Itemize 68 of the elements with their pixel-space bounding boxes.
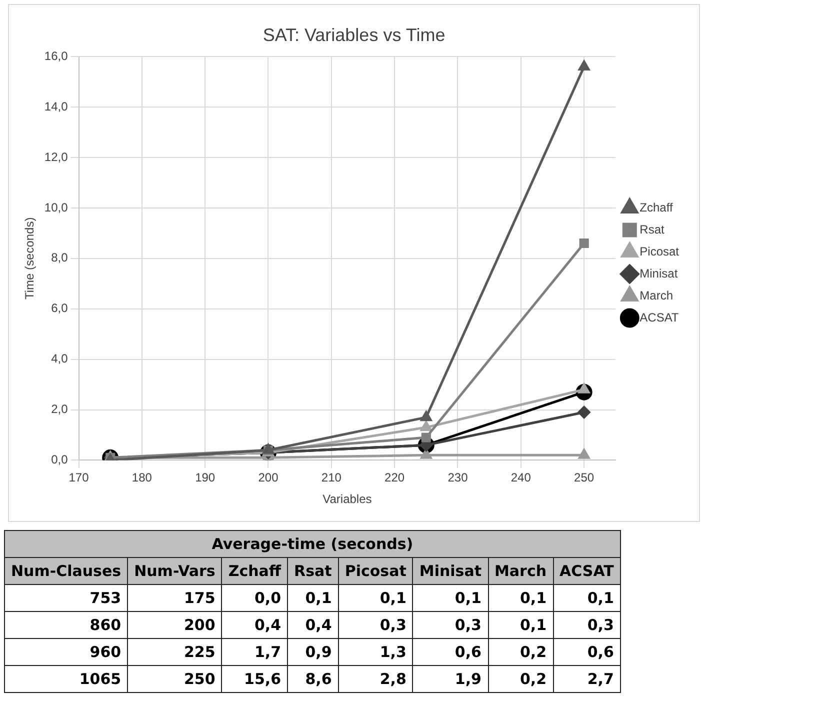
category-label: Picosat [338,558,413,584]
text: 0,9 [288,638,338,666]
text: 0,1 [488,612,554,638]
category-label: March [488,558,554,584]
x-tick-label: 190 [195,470,216,485]
legend-label: Zchaff [640,200,674,214]
text: 0,3 [338,612,413,638]
y-tick-label: 12,0 [44,150,68,164]
text: 0,3 [553,612,620,638]
x-tick-label: 180 [132,470,152,485]
y-tick-label: 14,0 [44,99,68,114]
text: 0,2 [488,638,554,666]
x-tick-label: 250 [574,470,594,485]
x-tick-label: 200 [258,470,279,485]
x-tick-label: 230 [448,470,468,485]
text: 960 [4,638,128,666]
x-tick-label: 240 [510,470,532,485]
legend-label: ACSAT [640,310,680,324]
text: 225 [128,638,222,666]
y-tick-label: 4,0 [51,352,68,366]
text: 175 [128,584,222,612]
category-label: Zchaff [222,558,288,584]
y-tick-label: 6,0 [51,301,68,316]
y-axis-title: Time (seconds) [22,217,37,300]
text: 0,6 [553,638,620,666]
y-tick-label: 0,0 [51,452,68,467]
text: 2,7 [553,666,620,692]
y-tick-label: 8,0 [51,250,68,265]
legend-label: Picosat [640,244,680,258]
y-tick-label: 10,0 [44,200,68,214]
x-tick-label: 170 [68,470,90,485]
category-label: Num-Vars [128,558,222,584]
text: 0,1 [488,584,554,612]
text: 250 [128,666,222,692]
text: 753 [4,584,128,612]
x-tick-label: 210 [321,470,342,485]
text: 1,7 [222,638,288,666]
text: 2,8 [338,666,413,692]
x-tick-label: 220 [384,470,405,485]
category-label: Minisat [412,558,488,584]
x-axis-title: Variables [322,492,372,506]
text: 0,4 [288,612,338,638]
text: Average-time (seconds) [4,530,620,558]
text: 0,4 [222,612,288,638]
text: 0,1 [412,584,488,612]
text: 0,6 [412,638,488,666]
text: 0,1 [338,584,413,612]
chart-title: SAT: Variables vs Time [262,24,446,45]
text: 0,1 [553,584,620,612]
text: 15,6 [222,666,288,692]
legend-label: Minisat [640,266,678,280]
y-tick-label: 16,0 [44,48,68,63]
category-label: Num-Clauses [4,558,128,584]
category-label: ACSAT [553,558,620,584]
category-label: Rsat [288,558,338,584]
text: 0,0 [222,584,288,612]
text: 1,3 [338,638,413,666]
y-tick-label: 2,0 [51,402,68,416]
text: 860 [4,612,128,638]
text: 0,1 [288,584,338,612]
text: 1,9 [412,666,488,692]
text: 8,6 [288,666,338,692]
text: 0,3 [412,612,488,638]
text: 200 [128,612,222,638]
legend-label: Rsat [640,222,665,236]
text: 0,2 [488,666,554,692]
legend-label: March [640,288,673,302]
text: 1065 [4,666,128,692]
